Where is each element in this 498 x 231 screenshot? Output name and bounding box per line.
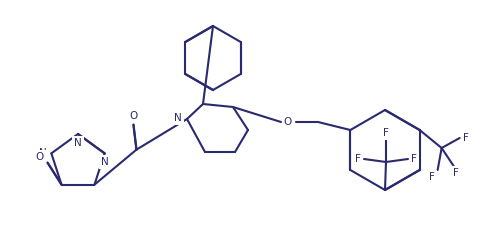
Text: O: O <box>35 152 44 162</box>
Text: F: F <box>453 168 459 178</box>
Text: F: F <box>463 133 469 143</box>
Text: O: O <box>284 117 292 127</box>
Text: O: O <box>129 111 137 121</box>
Text: N: N <box>101 157 109 167</box>
Text: F: F <box>383 128 389 138</box>
Text: N: N <box>74 138 82 148</box>
Text: N: N <box>39 148 47 158</box>
Text: F: F <box>411 154 417 164</box>
Text: N: N <box>174 113 182 123</box>
Text: F: F <box>429 172 435 182</box>
Text: F: F <box>355 154 361 164</box>
